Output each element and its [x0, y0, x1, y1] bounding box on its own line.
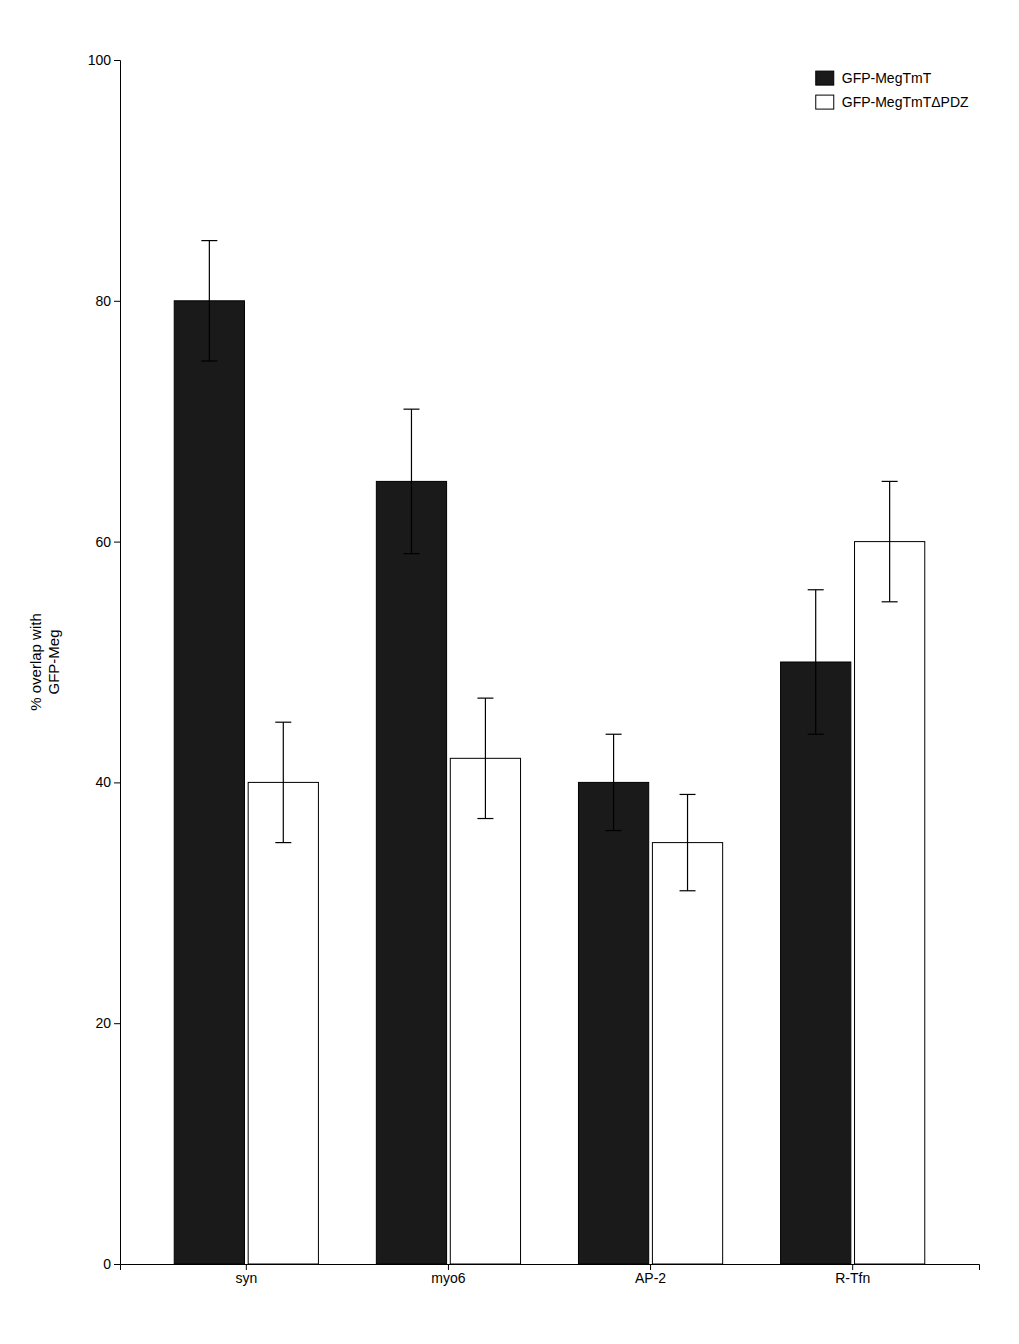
y-tick: 0: [103, 1256, 120, 1272]
x-tick-label: syn: [235, 1270, 257, 1286]
marks: [174, 241, 925, 1264]
error-bar: [201, 241, 217, 361]
y-tick-mark: [114, 301, 120, 302]
error-bar-cap: [808, 734, 824, 735]
error-bar: [882, 481, 898, 601]
error-bar-cap: [275, 842, 291, 843]
error-bar-cap: [680, 794, 696, 795]
error-bar-stem: [411, 409, 412, 553]
x-tick: myo6: [431, 1264, 465, 1286]
error-bar: [275, 722, 291, 842]
y-tick-mark: [114, 1264, 120, 1265]
bar: [781, 662, 851, 1264]
legend: GFP-MegTmT GFP-MegTmTΔPDZ: [816, 70, 969, 110]
error-bar: [403, 409, 419, 553]
error-bar-cap: [403, 553, 419, 554]
legend-label: GFP-MegTmTΔPDZ: [842, 94, 969, 110]
bar: [652, 843, 722, 1264]
bar: [450, 758, 520, 1264]
error-bar-cap: [882, 481, 898, 482]
error-bar-cap: [477, 818, 493, 819]
legend-swatch: [816, 71, 834, 85]
y-tick-label: 20: [95, 1015, 111, 1031]
x-tick-label: AP-2: [635, 1270, 666, 1286]
bar: [578, 782, 648, 1264]
y-tick-label: 80: [95, 293, 111, 309]
error-bar-cap: [808, 589, 824, 590]
error-bar: [606, 734, 622, 830]
y-tick: 40: [95, 774, 120, 790]
bar: [855, 542, 925, 1264]
bar: [376, 481, 446, 1264]
y-tick: 80: [95, 293, 120, 309]
legend-entry: GFP-MegTmTΔPDZ: [816, 94, 969, 110]
series: [248, 481, 925, 1264]
y-tick: 60: [95, 534, 120, 550]
y-tick-label: 40: [95, 774, 111, 790]
plot: 020406080100synmyo6AP-2R-TfnGFP-MegTmTGF…: [88, 52, 980, 1286]
x-tick-label: myo6: [431, 1270, 465, 1286]
x-tick: AP-2: [635, 1264, 666, 1286]
error-bar-stem: [889, 481, 890, 601]
x-tick: R-Tfn: [835, 1264, 870, 1286]
y-tick-mark: [114, 542, 120, 543]
y-tick-label: 100: [88, 52, 112, 68]
legend-entry: GFP-MegTmT: [816, 70, 932, 86]
error-bar-cap: [201, 360, 217, 361]
bar: [248, 782, 318, 1264]
error-bar-stem: [209, 241, 210, 361]
y-tick-mark: [114, 1023, 120, 1024]
error-bar-stem: [613, 734, 614, 830]
error-bar-cap: [201, 240, 217, 241]
y-tick: 20: [95, 1015, 120, 1031]
error-bar-cap: [606, 734, 622, 735]
error-bar-cap: [882, 601, 898, 602]
error-bar-stem: [283, 722, 284, 842]
y-axis-title: % overlap withGFP-Meg: [27, 613, 62, 711]
x-tick-label: R-Tfn: [835, 1270, 870, 1286]
series: [174, 241, 851, 1264]
error-bar: [680, 794, 696, 890]
x-tick: syn: [235, 1264, 257, 1286]
y-axis: 0 20 40 60 80 100: [88, 52, 121, 1272]
error-bar: [808, 590, 824, 734]
bar: [174, 301, 244, 1264]
y-tick-mark: [114, 782, 120, 783]
y-tick-mark: [114, 60, 120, 61]
error-bar-cap: [275, 722, 291, 723]
error-bar: [477, 698, 493, 818]
error-bar-cap: [680, 890, 696, 891]
legend-label: GFP-MegTmT: [842, 70, 932, 86]
x-axis: syn myo6 AP-2 R-Tfn: [121, 1264, 980, 1286]
y-tick-label: 0: [103, 1256, 111, 1272]
y-axis-line: [114, 61, 121, 1265]
error-bar-cap: [477, 698, 493, 699]
y-tick-label: 60: [95, 534, 111, 550]
y-tick: 100: [88, 52, 120, 68]
error-bar-stem: [687, 794, 688, 890]
legend-swatch: [816, 95, 834, 109]
chart: 020406080100synmyo6AP-2R-TfnGFP-MegTmTGF…: [0, 0, 1019, 1344]
error-bar-cap: [403, 409, 419, 410]
error-bar-stem: [815, 590, 816, 734]
error-bar-cap: [606, 830, 622, 831]
error-bar-stem: [485, 698, 486, 818]
